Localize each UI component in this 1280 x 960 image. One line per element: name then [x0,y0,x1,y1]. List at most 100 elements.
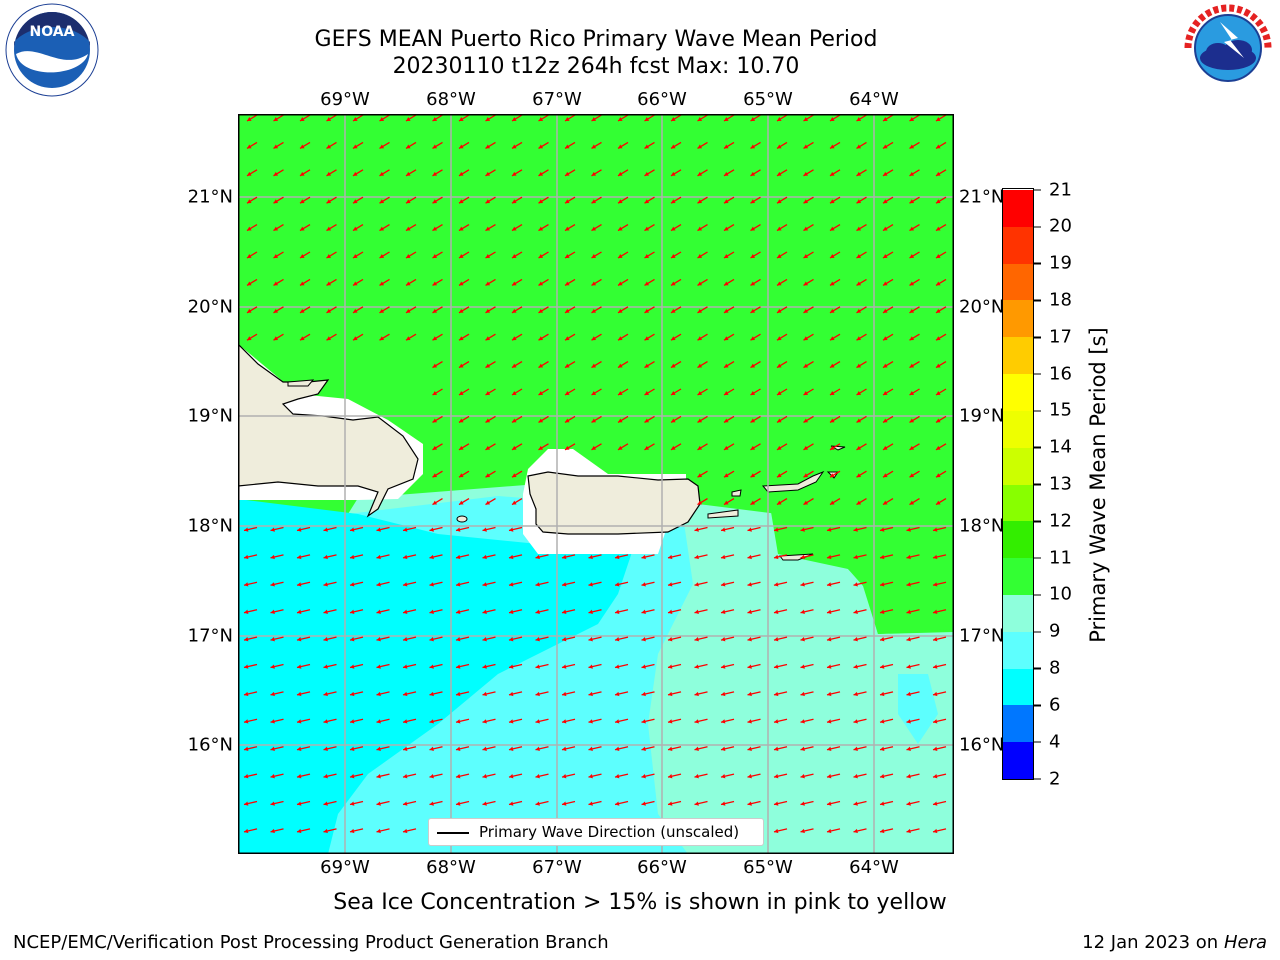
wave-direction-arrowhead [456,637,461,642]
wave-direction-arrowhead [697,418,703,423]
colorbar-tick-mark [1034,667,1041,670]
wave-direction-arrowhead [856,144,862,149]
wave-direction-arrowhead [827,637,832,642]
wave-direction-arrowhead [512,363,517,368]
wave-direction-arrowhead [724,117,729,121]
wave-direction-arrowhead [270,828,275,834]
wave-direction-arrowhead [750,117,756,121]
wave-direction-arrowhead [936,117,941,121]
wave-direction-arrowhead [721,582,726,587]
wave-direction-arrowhead [535,691,540,697]
wave-direction-arrowhead [350,691,355,697]
wave-direction-arrowhead [641,664,646,669]
wave-direction-arrowhead [509,691,514,697]
wave-direction-arrowhead [724,418,729,423]
wave-direction-arrowhead [565,445,570,450]
wave-direction-arrowhead [694,691,699,697]
period-region-6-8 [238,499,633,854]
wave-direction-arrowhead [856,418,862,423]
wave-direction-arrowhead [432,281,438,286]
wave-direction-arrowhead [777,336,782,341]
wave-direction-arrowhead [724,254,729,258]
colorbar-tick-text: 6 [1049,694,1061,716]
wave-direction-arrowhead [482,664,487,669]
wave-direction-arrowhead [853,554,858,560]
wave-direction-arrowhead [297,664,302,669]
wave-direction-arrowhead [777,418,782,423]
colorbar-tick-label: 2 [1034,768,1060,789]
wave-direction-arrowhead [406,199,411,204]
wave-direction-arrowhead [906,637,911,642]
noaa-logo: NOAA [5,3,99,97]
colorbar-tick-mark [1034,446,1041,449]
wave-direction-arrowhead [883,418,888,423]
wave-direction-arrowhead [300,199,305,204]
colorbar-tick-text: 11 [1049,547,1072,569]
wave-direction-arrowhead [403,774,408,779]
wave-direction-arrowhead [406,226,411,231]
wave-direction-arrowhead [697,391,703,395]
wave-direction-arrowhead [482,527,487,532]
wave-direction-arrowhead [273,308,279,313]
wave-direction-arrowhead [485,363,491,368]
wave-direction-arrowhead [509,637,514,642]
land-mona [456,515,468,523]
wave-direction-arrowhead [909,391,915,395]
wave-direction-arrowhead [403,609,408,614]
wave-direction-arrowhead [297,691,302,697]
wave-direction-arrowhead [721,691,726,697]
wave-direction-arrowhead [432,500,438,505]
wave-direction-arrowhead [538,254,544,258]
wave-direction-arrowhead [562,609,567,614]
wave-direction-arrowhead [774,609,779,614]
wave-direction-arrowhead [535,746,540,751]
wave-direction-arrowhead [270,746,275,751]
wave-direction-arrowhead [774,774,779,779]
wave-direction-arrowhead [668,774,673,779]
wave-direction-arrowhead [456,774,461,779]
wave-direction-arrowhead [379,336,385,341]
wave-direction-arrowhead [618,363,623,368]
wave-direction-arrowhead [429,664,434,669]
wave-direction-arrowhead [379,199,385,204]
wave-direction-arrowhead [403,637,408,642]
wave-direction-arrowhead [668,801,673,806]
wave-direction-arrowhead [803,254,809,258]
wave-direction-arrowhead [853,637,858,642]
chart-title: GEFS MEAN Puerto Rico Primary Wave Mean … [314,27,878,52]
wave-direction-arrowhead [403,746,408,751]
colorbar-tick-text: 9 [1049,620,1061,642]
wave-direction-arrowhead [350,637,355,642]
wave-direction-arrowhead [565,308,570,313]
wave-direction-arrowhead [429,719,434,724]
wave-direction-arrowhead [830,281,835,286]
wave-direction-arrowhead [694,637,699,642]
colorbar-tick-mark [1034,299,1041,302]
wave-direction-arrowhead [697,445,703,450]
wave-direction-arrowhead [376,719,381,724]
colorbar-tick-label: 8 [1034,658,1060,679]
colorbar-tick-label: 17 [1034,326,1072,347]
footer-credit: NCEP/EMC/Verification Post Processing Pr… [13,932,609,953]
wave-direction-arrowhead [591,117,597,121]
wave-direction-arrowhead [459,473,464,478]
wave-direction-arrowhead [618,391,623,395]
wave-direction-arrowhead [323,774,328,779]
wave-direction-arrowhead [856,391,862,395]
wave-direction-arrowhead [644,363,650,368]
wave-direction-arrowhead [933,691,938,697]
wave-direction-arrowhead [300,254,305,258]
wave-direction-arrowhead [459,226,464,231]
wave-direction-arrowhead [591,308,597,313]
colorbar-tick-text: 15 [1049,399,1072,421]
wave-direction-arrowhead [671,418,676,423]
colorbar-tick-text: 2 [1049,768,1061,789]
wave-direction-arrowhead [936,308,941,313]
lon-label-top: 66°W [637,89,687,110]
wave-direction-arrowhead [880,554,885,560]
colorbar-tick-text: 8 [1049,657,1061,679]
wave-direction-arrowhead [350,801,355,806]
wave-direction-arrowhead [244,609,249,614]
wave-direction-arrowhead [273,281,279,286]
footer-date: 12 Jan 2023 on Hera [1082,932,1267,953]
